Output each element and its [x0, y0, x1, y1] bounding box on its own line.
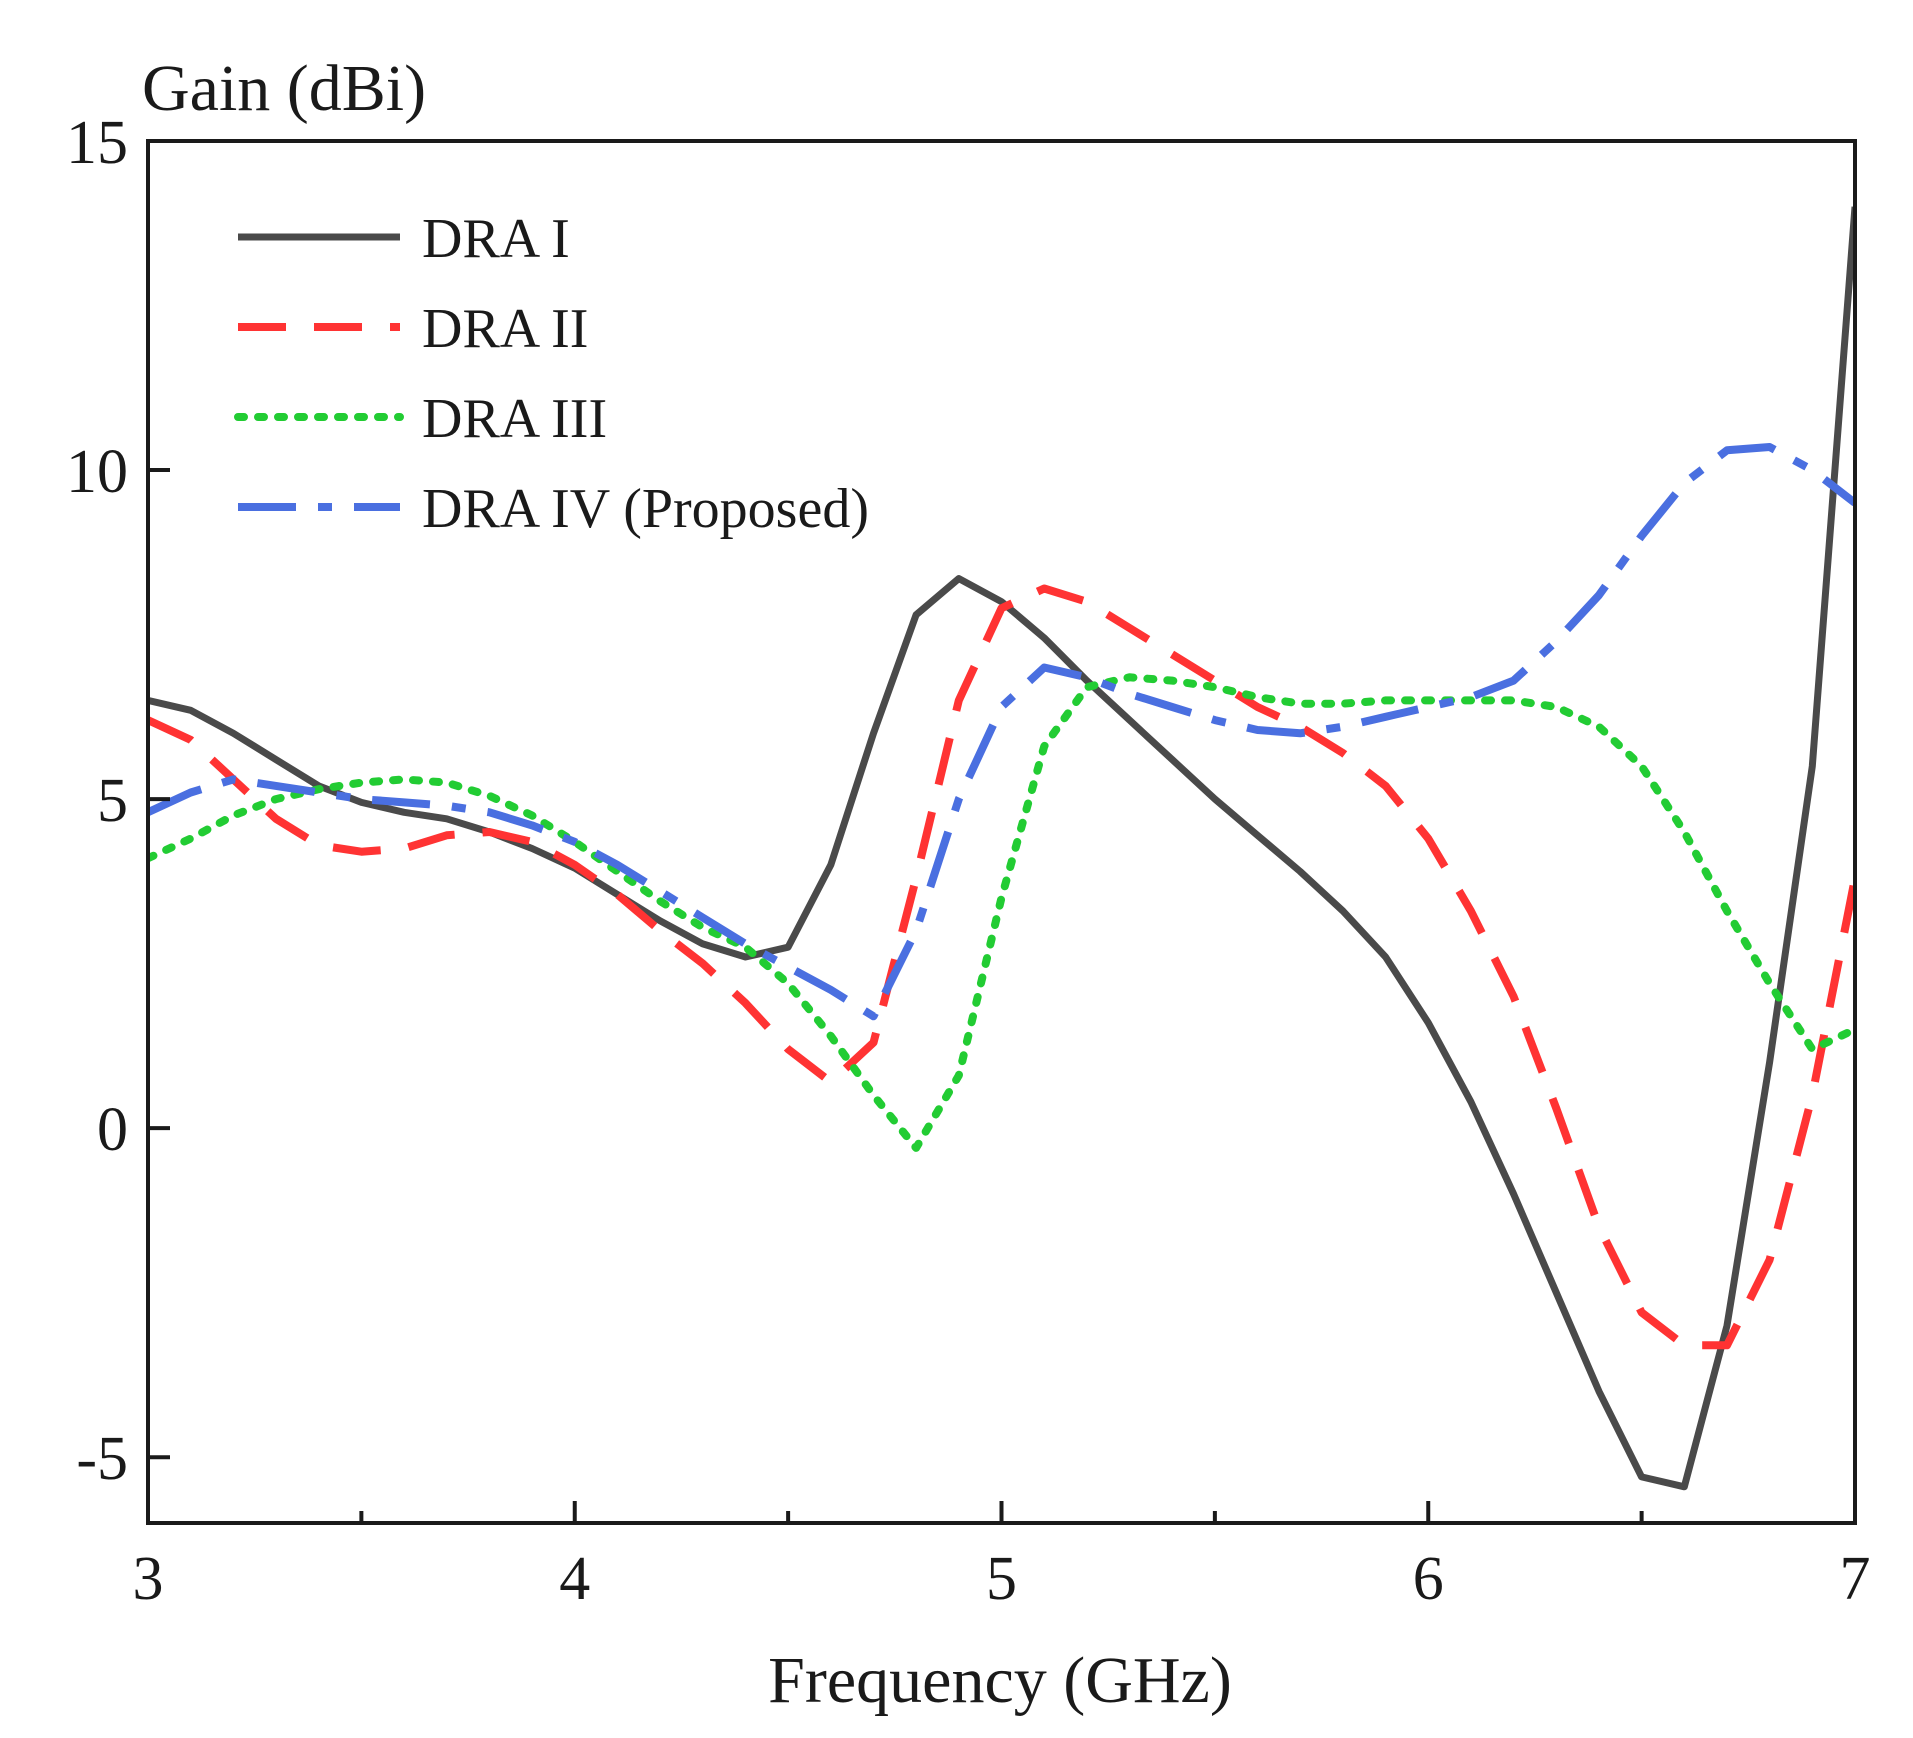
- legend-label: DRA III: [422, 388, 607, 450]
- series-line-1: [148, 206, 1855, 1491]
- legend-item-4: DRA IV (Proposed): [238, 478, 869, 540]
- legend-label: DRA II: [422, 298, 588, 360]
- series-line-4: [148, 443, 1855, 1021]
- y-tick-label: 10: [66, 438, 128, 506]
- x-tick-label: 3: [133, 1545, 164, 1613]
- series-layer: [148, 206, 1855, 1491]
- series-line-2: [148, 584, 1855, 1350]
- legend: DRA I DRA II DRA III DRA IV (Proposed): [234, 208, 869, 540]
- y-axis-title: Gain (dBi): [142, 52, 426, 125]
- legend-item-2: DRA II: [238, 298, 588, 360]
- x-tick-label: 4: [559, 1545, 590, 1613]
- x-tick-label: 7: [1840, 1545, 1871, 1613]
- y-tick-label: -5: [76, 1425, 128, 1493]
- x-axis-title-text: Frequency (GHz): [768, 1644, 1232, 1717]
- y-tick-label: 5: [97, 767, 128, 835]
- x-axis-title: Frequency (GHz): [768, 1644, 1232, 1717]
- legend-label: DRA I: [422, 208, 570, 270]
- y-tick-label: 15: [66, 109, 128, 177]
- legend-item-3: DRA III: [234, 388, 607, 450]
- x-tick-label: 5: [986, 1545, 1017, 1613]
- series-line-3: [148, 673, 1855, 1152]
- y-tick-label: 0: [97, 1096, 128, 1164]
- y-axis-title-text: Gain (dBi): [142, 52, 426, 125]
- x-tick-label: 6: [1413, 1545, 1444, 1613]
- axis-ticks: 3 4 5 6 7 -5 0 5 10 15: [66, 109, 1871, 1613]
- legend-item-1: DRA I: [238, 208, 570, 270]
- plot-frame: [146, 139, 1857, 1525]
- legend-label: DRA IV (Proposed): [422, 478, 869, 540]
